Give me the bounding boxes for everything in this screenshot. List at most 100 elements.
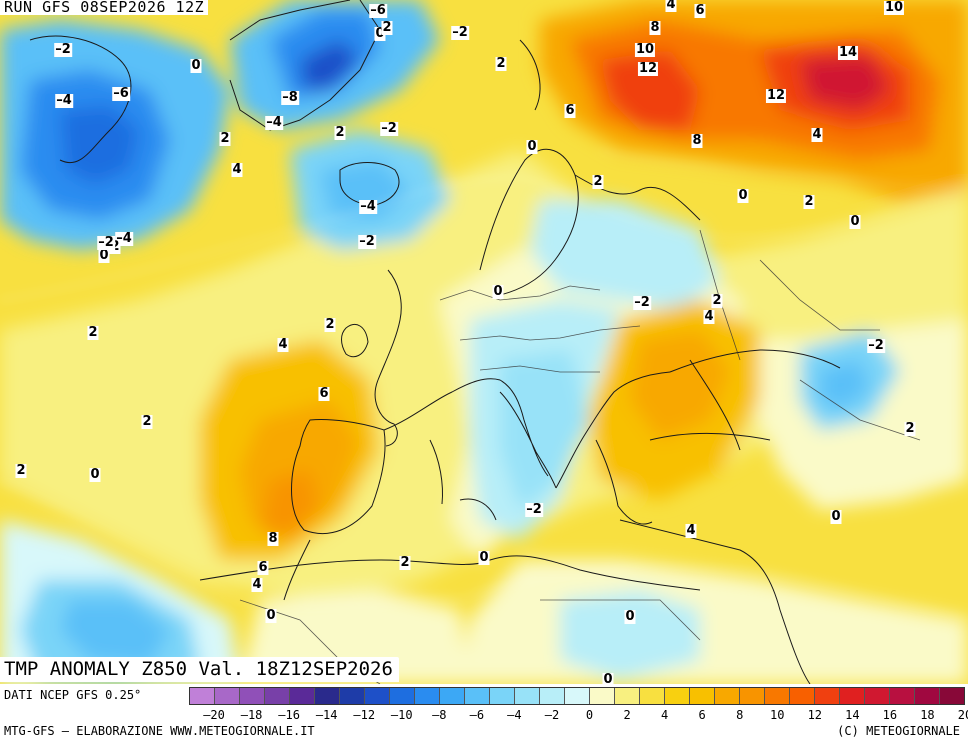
scale-tick-label: –12 [353, 708, 376, 722]
isotherm-label: –2 [525, 502, 543, 517]
temperature-anomaly-field [0, 0, 968, 684]
color-swatch [740, 688, 765, 704]
isotherm-label: 10 [883, 0, 905, 15]
isotherm-label: 2 [109, 239, 121, 254]
scale-tick-label: –6 [469, 708, 485, 722]
isotherm-label: 0 [737, 188, 749, 203]
color-swatch [240, 688, 265, 704]
color-swatch [840, 688, 865, 704]
isotherm-label: 0 [89, 467, 101, 482]
isotherm-label: 6 [257, 560, 269, 575]
isotherm-label: –2 [54, 42, 72, 57]
color-swatch [315, 688, 340, 704]
isotherm-label: 2 [399, 555, 411, 570]
scale-tick-label: 12 [807, 708, 823, 722]
isotherm-label: 4 [231, 162, 243, 177]
isotherm-label: 2 [87, 325, 99, 340]
scale-tick-label: 16 [882, 708, 898, 722]
isotherm-label: 2 [381, 20, 393, 35]
scale-tick-label: 8 [736, 708, 744, 722]
color-swatch [790, 688, 815, 704]
run-label: RUN GFS 08SEP2026 12Z [0, 0, 209, 15]
scale-tick-label: 14 [845, 708, 860, 722]
isotherm-label: 0 [526, 139, 538, 154]
isotherm-label: –4 [265, 115, 283, 130]
isotherm-label: 2 [219, 131, 231, 146]
color-swatch [265, 688, 290, 704]
isotherm-label: 2 [324, 317, 336, 332]
data-source-label: DATI NCEP GFS 0.25° [4, 688, 142, 702]
isotherm-label: 0 [624, 609, 636, 624]
isotherm-label: 8 [691, 133, 703, 148]
isotherm-label: 6 [318, 386, 330, 401]
isotherm-label: –4 [359, 199, 377, 214]
isotherm-label: –8 [281, 90, 299, 105]
isotherm-label: 8 [649, 20, 661, 35]
isotherm-label: 0 [830, 509, 842, 524]
isotherm-label: 0 [492, 284, 504, 299]
color-swatch [565, 688, 590, 704]
isotherm-label: –2 [867, 338, 885, 353]
isotherm-label: –2 [633, 295, 651, 310]
isotherm-label: 2 [592, 174, 604, 189]
scale-tick-label: 6 [698, 708, 706, 722]
scale-tick-label: –14 [315, 708, 338, 722]
isotherm-label: 12 [637, 61, 659, 76]
color-swatch [415, 688, 440, 704]
scale-tick-label: –2 [544, 708, 560, 722]
color-swatch [765, 688, 790, 704]
isotherm-label: 12 [765, 88, 787, 103]
color-swatch [340, 688, 365, 704]
scale-tick-label: 20 [957, 708, 968, 722]
color-swatch [540, 688, 565, 704]
scale-tick-label: –8 [432, 708, 447, 722]
scale-tick-label: 4 [660, 708, 669, 722]
isotherm-label: 2 [15, 463, 27, 478]
isotherm-label: –4 [55, 93, 73, 108]
isotherm-label: 4 [811, 127, 823, 142]
isotherm-label: 0 [190, 58, 202, 73]
color-swatch [215, 688, 240, 704]
color-swatch [490, 688, 515, 704]
scale-tick-label: 2 [623, 708, 631, 722]
isotherm-label: 4 [703, 309, 715, 324]
color-swatch [290, 688, 315, 704]
isotherm-label: –6 [112, 86, 130, 101]
color-swatch [865, 688, 890, 704]
color-swatch [915, 688, 940, 704]
isotherm-label: 2 [803, 194, 815, 209]
weather-map: RUN GFS 08SEP2026 12Z 4 6 –6 0 2 –2 8 –2… [0, 0, 968, 684]
color-swatch [815, 688, 840, 704]
color-swatch [940, 688, 964, 704]
scale-tick-label: –20 [203, 708, 225, 722]
isotherm-label: 4 [251, 577, 263, 592]
color-swatch [590, 688, 615, 704]
color-swatch [890, 688, 915, 704]
color-swatch [640, 688, 665, 704]
scale-tick-label: –18 [240, 708, 263, 722]
isotherm-label: 0 [98, 248, 110, 263]
isotherm-label: 0 [374, 26, 386, 41]
color-swatch [690, 688, 715, 704]
isotherm-label: –2 [97, 235, 115, 250]
isotherm-label: 0 [478, 550, 490, 565]
isotherm-label: 6 [694, 3, 706, 18]
isotherm-label: –2 [358, 234, 376, 249]
scale-tick-label: 10 [770, 708, 785, 722]
isotherm-label: 4 [665, 0, 677, 12]
isotherm-label: 4 [277, 337, 289, 352]
isotherm-label: 8 [267, 531, 279, 546]
color-swatch [515, 688, 540, 704]
color-swatch [390, 688, 415, 704]
isotherm-label: 14 [837, 45, 859, 60]
isotherm-label: 10 [634, 42, 656, 57]
scale-tick-label: –16 [278, 708, 300, 722]
isotherm-label: –6 [369, 3, 387, 18]
isotherm-label: 6 [564, 103, 576, 118]
credit-left: MTG-GFS – ELABORAZIONE WWW.METEOGIORNALE… [4, 724, 315, 738]
isotherm-label: 2 [904, 421, 916, 436]
isotherm-label: 4 [685, 523, 697, 538]
isotherm-label: 2 [711, 293, 723, 308]
color-swatch [615, 688, 640, 704]
isotherm-label: 2 [334, 125, 346, 140]
